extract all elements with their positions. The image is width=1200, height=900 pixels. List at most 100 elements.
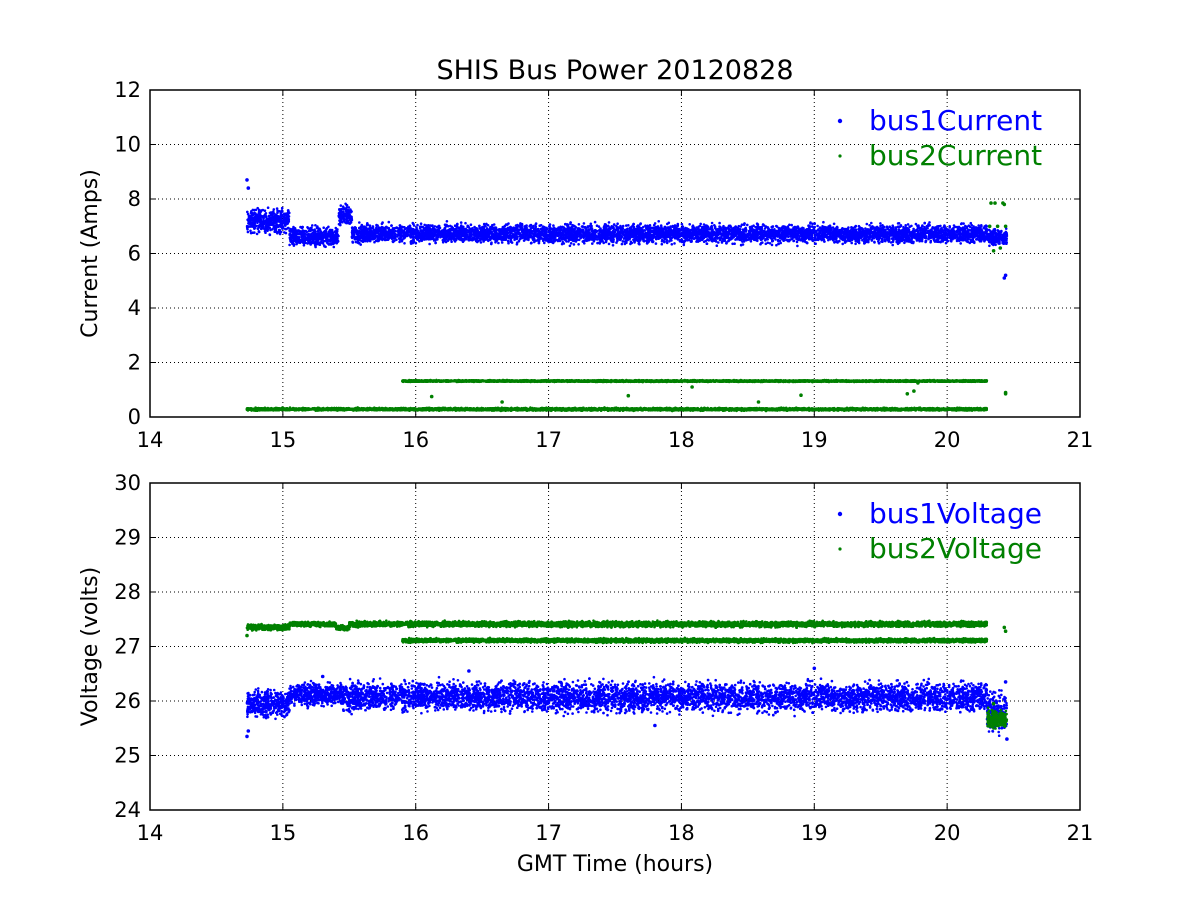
data-point [311,229,314,232]
data-point [298,240,301,243]
data-point [269,228,272,231]
data-point [253,209,256,212]
data-point [345,204,348,207]
data-point [337,235,340,238]
data-point [314,224,317,227]
data-point [303,244,306,247]
data-point [281,207,284,210]
data-point [325,230,328,233]
data-point [312,234,315,237]
data-point [286,219,289,222]
data-point [339,224,342,227]
data-point [274,228,277,231]
data-point [316,227,319,230]
data-point [332,235,335,238]
data-point [270,219,273,222]
data-point [281,214,284,217]
data-point [266,229,269,232]
data-point [288,212,291,215]
data-point [416,224,419,227]
data-point [283,231,286,234]
data-point [903,242,906,245]
data-point [264,209,267,212]
data-point [287,227,290,230]
figure-title: SHIS Bus Power 20120828 [436,55,793,86]
data-point [246,211,249,214]
data-point [285,212,288,215]
data-point [340,210,343,213]
data-point [248,218,251,221]
data-point [767,242,770,245]
data-point [265,215,268,218]
data-point [248,223,251,226]
data-point [319,232,322,235]
data-point [292,228,295,231]
data-point [346,217,349,220]
data-point [276,216,279,219]
data-point [260,228,263,231]
data-point [681,223,684,226]
data-point [256,214,259,217]
data-point [327,226,330,229]
data-point [329,240,332,243]
data-point [252,214,255,217]
data-point [300,233,303,236]
data-point [323,231,326,234]
data-point [322,234,325,237]
data-point [746,224,749,227]
data-point [661,243,664,246]
data-point [342,205,345,208]
data-point [338,214,341,217]
data-point [340,204,343,207]
data-point [271,213,274,216]
data-point [335,227,338,230]
data-point [868,224,871,227]
data-point [281,210,284,213]
data-point [273,222,276,225]
data-point [304,239,307,242]
data-point [323,245,326,248]
data-point [348,217,351,220]
data-point [258,230,261,233]
data-point [688,223,691,226]
data-point [253,212,256,215]
data-point [314,246,317,249]
data-point [311,239,314,242]
data-point [278,224,281,227]
data-point [296,230,299,233]
data-point [317,239,320,242]
data-point [253,231,256,234]
data-point [259,221,262,224]
data-point [265,212,268,215]
data-point [292,234,295,237]
data-point [328,243,331,246]
data-point [252,217,255,220]
data-point [256,207,259,210]
data-point [257,217,260,220]
data-point [291,240,294,243]
data-point [286,216,289,219]
data-point [308,235,311,238]
data-point [328,232,331,235]
data-point [335,241,338,244]
data-point [314,232,317,235]
data-point [276,207,279,210]
data-point [249,230,252,233]
data-point [904,224,907,227]
data-point [307,227,310,230]
data-point [277,220,280,223]
data-point [321,242,324,245]
data-point [317,230,320,233]
data-point [428,243,431,246]
data-point [358,221,361,224]
data-point [796,245,799,248]
data-point [250,225,253,228]
data-point [336,230,339,233]
data-point [317,234,320,237]
data-point [346,211,349,214]
data-point [314,237,317,240]
data-point [297,233,300,236]
data-point [278,229,281,232]
data-point [345,206,348,209]
